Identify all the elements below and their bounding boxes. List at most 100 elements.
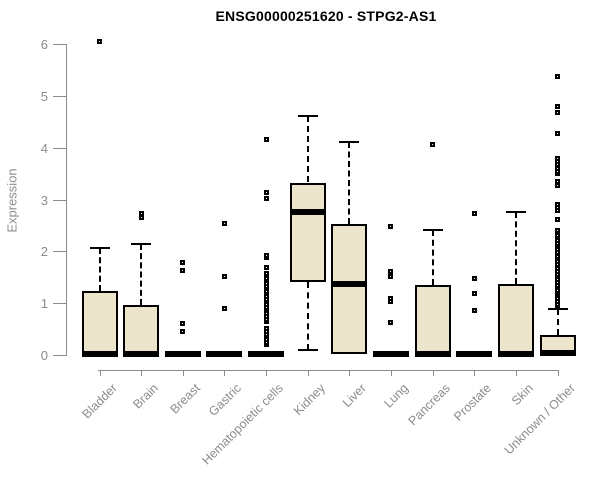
upper-whisker-brain <box>140 244 143 305</box>
box-brain <box>123 304 160 355</box>
outlier-hematopoietic-cells <box>263 270 269 276</box>
x-axis-line <box>98 370 558 371</box>
median-bladder <box>81 350 118 357</box>
upper-whisker-cap-liver <box>339 140 360 143</box>
upper-whisker-skin <box>514 212 517 285</box>
x-tick <box>474 370 476 376</box>
y-tick-label: 3 <box>40 192 48 208</box>
median-lung <box>372 350 409 357</box>
median-unknown-other <box>539 350 576 357</box>
outlier-hematopoietic-cells <box>263 264 269 270</box>
outlier-unknown-other <box>555 130 561 136</box>
outlier-breast <box>180 260 186 266</box>
y-tick <box>53 199 66 201</box>
y-tick-label: 0 <box>40 348 48 363</box>
outlier-unknown-other <box>555 110 561 116</box>
median-pancreas <box>414 350 451 357</box>
x-tick <box>99 370 101 376</box>
median-hematopoietic-cells <box>248 350 285 357</box>
outlier-unknown-other <box>555 217 561 223</box>
y-tick <box>53 147 66 149</box>
median-kidney <box>289 208 326 215</box>
y-tick <box>53 44 66 46</box>
x-tick <box>390 370 392 376</box>
box-pancreas <box>414 285 451 355</box>
outlier-prostate <box>471 290 477 296</box>
x-tick <box>432 370 434 376</box>
outlier-hematopoietic-cells <box>263 196 269 202</box>
box-bladder <box>81 291 118 355</box>
outlier-unknown-other <box>555 265 561 271</box>
outlier-prostate <box>471 275 477 281</box>
y-tick-label: 4 <box>40 140 48 156</box>
outlier-unknown-other <box>555 74 561 80</box>
y-tick-label: 5 <box>40 89 48 104</box>
upper-whisker-unknown-other <box>556 309 559 335</box>
outlier-breast <box>180 329 186 335</box>
outlier-brain <box>138 210 144 216</box>
x-tick <box>182 370 184 376</box>
outlier-unknown-other <box>555 104 561 110</box>
outlier-lung <box>388 269 394 275</box>
outlier-unknown-other <box>555 179 561 185</box>
outlier-lung <box>388 223 394 229</box>
outlier-bladder <box>97 39 102 45</box>
y-tick <box>53 303 66 305</box>
outlier-unknown-other <box>555 156 561 162</box>
outlier-hematopoietic-cells <box>263 137 269 142</box>
outlier-lung <box>388 273 394 279</box>
median-prostate <box>456 350 493 357</box>
x-tick <box>224 370 226 376</box>
outlier-hematopoietic-cells <box>263 326 269 332</box>
upper-whisker-cap-brain <box>131 243 152 246</box>
y-tick <box>53 355 66 356</box>
outlier-gastric <box>221 273 227 279</box>
y-tick-label: 1 <box>40 296 48 312</box>
x-tick <box>557 370 559 376</box>
outlier-lung <box>388 320 394 326</box>
upper-whisker-cap-bladder <box>89 247 110 250</box>
box-skin <box>497 284 534 355</box>
upper-whisker-cap-unknown-other <box>547 308 568 311</box>
upper-whisker-cap-pancreas <box>422 229 443 232</box>
outlier-breast <box>180 320 186 326</box>
outlier-prostate <box>471 211 477 217</box>
upper-whisker-kidney <box>306 116 309 183</box>
y-tick <box>53 96 66 97</box>
x-tick <box>307 370 309 376</box>
upper-whisker-cap-skin <box>505 211 526 214</box>
median-liver <box>331 280 368 287</box>
y-tick <box>53 251 66 253</box>
outlier-gastric <box>221 221 227 227</box>
outlier-unknown-other <box>555 202 561 208</box>
median-gastric <box>206 350 243 357</box>
median-brain <box>123 350 160 357</box>
upper-whisker-liver <box>348 141 351 225</box>
upper-whisker-pancreas <box>431 230 434 286</box>
y-tick-label: 2 <box>40 244 48 260</box>
upper-whisker-cap-kidney <box>297 115 318 118</box>
outlier-brain <box>138 214 144 220</box>
outlier-hematopoietic-cells <box>263 253 269 259</box>
median-skin <box>497 350 534 357</box>
lower-whisker-cap-kidney <box>297 348 318 351</box>
x-tick <box>141 370 143 376</box>
x-tick <box>266 370 268 376</box>
outlier-unknown-other <box>555 227 561 233</box>
box-kidney <box>289 182 326 283</box>
upper-whisker-bladder <box>98 248 101 292</box>
outlier-prostate <box>471 308 477 314</box>
lower-whisker-kidney <box>306 282 309 350</box>
median-breast <box>164 350 201 357</box>
x-tick <box>349 370 351 376</box>
outlier-lung <box>388 296 394 302</box>
x-tick <box>515 370 517 376</box>
outlier-breast <box>180 267 186 273</box>
outlier-pancreas <box>430 141 436 147</box>
outlier-unknown-other <box>555 259 561 265</box>
outlier-gastric <box>221 305 227 311</box>
chart-title: ENSG00000251620 - STPG2-AS1 <box>215 8 437 24</box>
box-liver <box>331 224 368 355</box>
